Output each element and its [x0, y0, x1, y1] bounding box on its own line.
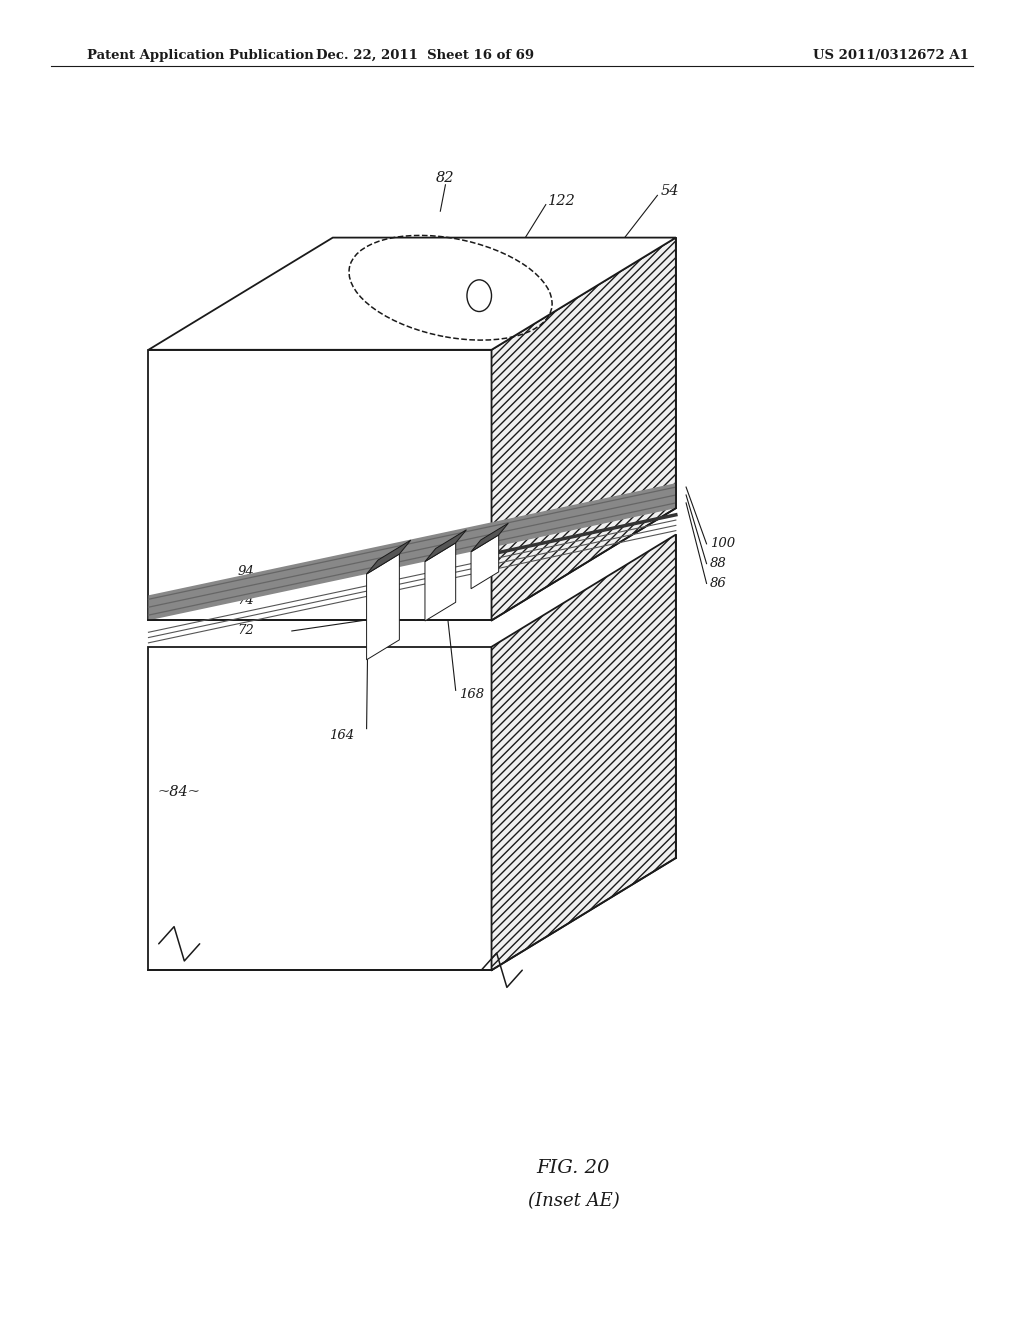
Text: 54: 54	[660, 185, 679, 198]
Text: (Inset AE): (Inset AE)	[527, 1192, 620, 1210]
Text: ~84~: ~84~	[158, 785, 201, 799]
Polygon shape	[367, 540, 411, 574]
Text: 122: 122	[548, 194, 575, 207]
Text: 74: 74	[238, 594, 254, 607]
Polygon shape	[425, 543, 456, 620]
Polygon shape	[148, 647, 492, 970]
Text: 168: 168	[459, 688, 484, 701]
Polygon shape	[471, 535, 499, 589]
Text: Patent Application Publication: Patent Application Publication	[87, 49, 313, 62]
Text: 86: 86	[710, 577, 726, 590]
Text: Dec. 22, 2011  Sheet 16 of 69: Dec. 22, 2011 Sheet 16 of 69	[315, 49, 535, 62]
Text: 94: 94	[238, 565, 254, 578]
Polygon shape	[492, 535, 676, 970]
Text: US 2011/0312672 A1: US 2011/0312672 A1	[813, 49, 969, 62]
Text: FIG. 20: FIG. 20	[537, 1159, 610, 1177]
Polygon shape	[471, 523, 508, 552]
Polygon shape	[148, 483, 676, 620]
Polygon shape	[492, 238, 676, 620]
Text: 82: 82	[436, 172, 455, 185]
Text: 88: 88	[710, 557, 726, 570]
Text: 164: 164	[329, 729, 354, 742]
Polygon shape	[148, 350, 492, 620]
Polygon shape	[367, 554, 399, 660]
Polygon shape	[425, 529, 466, 561]
Polygon shape	[148, 238, 676, 350]
Text: 100: 100	[710, 537, 735, 550]
Text: 72: 72	[238, 624, 254, 638]
